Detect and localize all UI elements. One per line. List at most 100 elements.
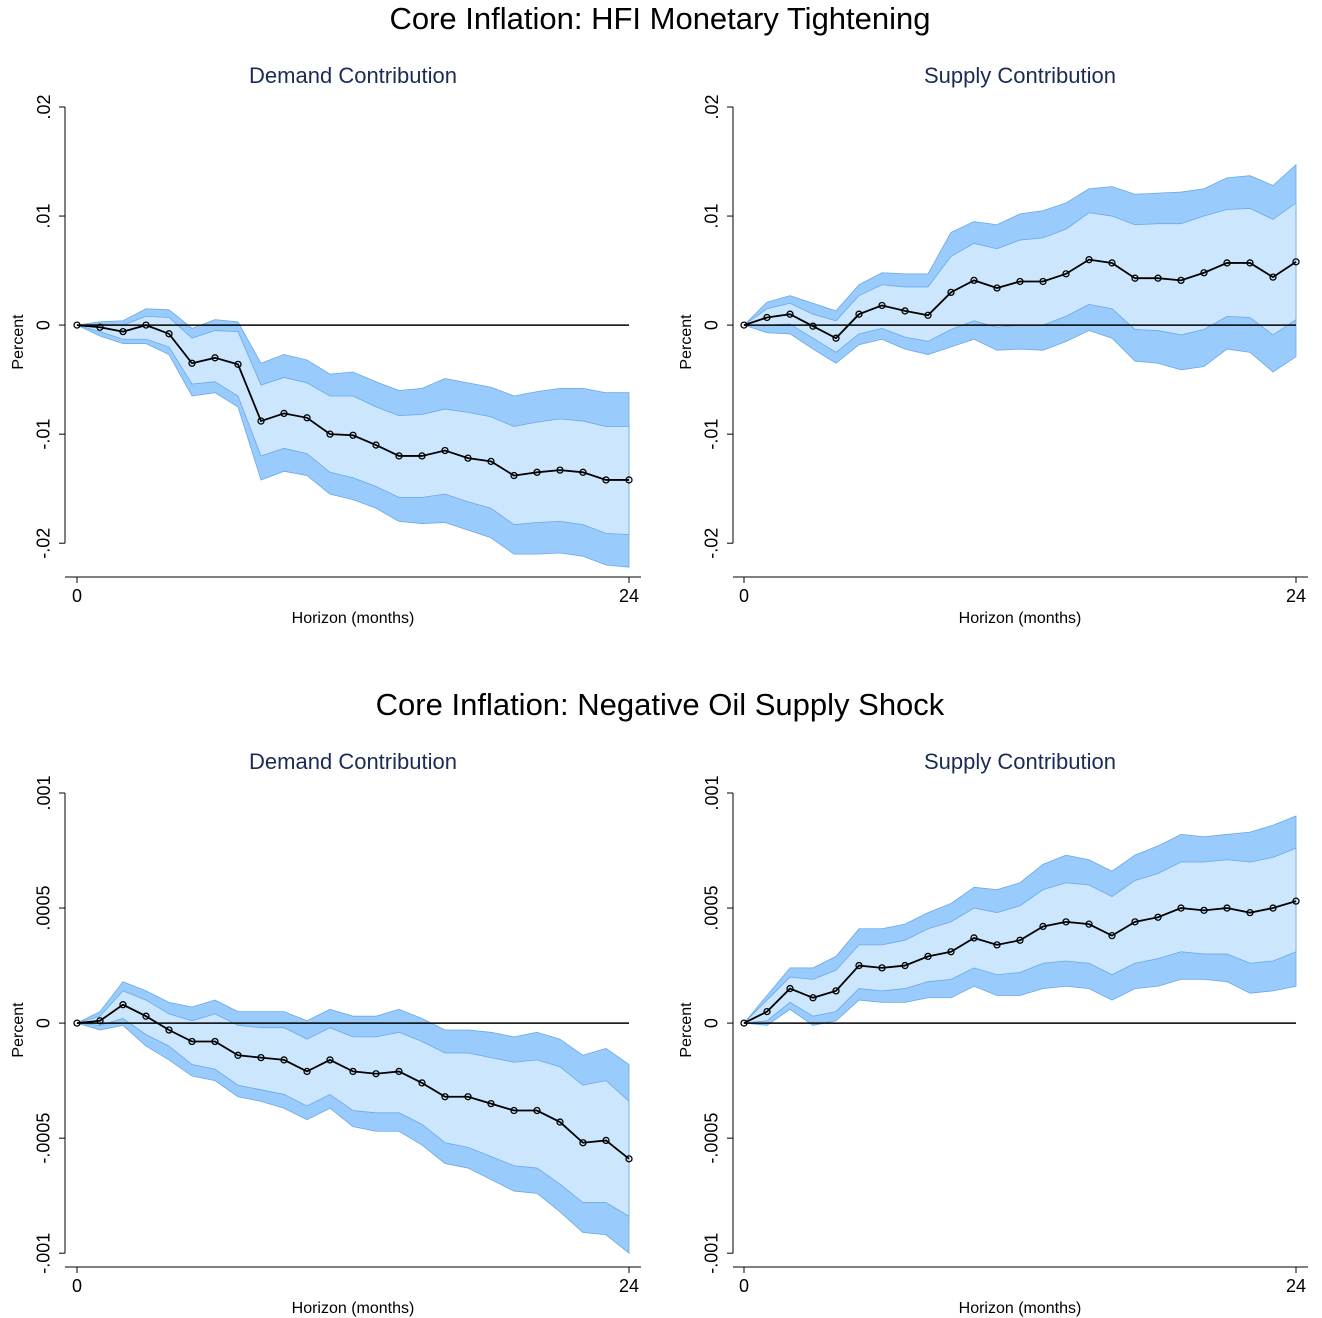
point-marker	[878, 301, 886, 310]
chart-title: Supply Contribution	[924, 63, 1116, 88]
point-marker	[96, 1017, 104, 1025]
point-marker	[418, 452, 426, 460]
point-marker	[73, 321, 81, 329]
point-marker	[1131, 918, 1139, 926]
y-axis-label: Percent	[678, 1002, 695, 1058]
x-tick-label: 0	[72, 586, 82, 606]
x-axis-label: Horizon (months)	[292, 610, 415, 627]
point-marker	[372, 1070, 380, 1078]
y-tick-label: 0	[702, 1018, 722, 1028]
point-marker	[165, 330, 173, 338]
y-tick-label: .01	[34, 204, 54, 229]
point-marker	[786, 310, 794, 318]
point-marker	[763, 313, 771, 322]
y-tick-label: .01	[702, 204, 722, 229]
point-marker	[142, 1012, 150, 1020]
point-marker	[1062, 918, 1070, 926]
point-marker	[326, 430, 334, 438]
point-marker	[1085, 256, 1093, 264]
point-marker	[1039, 922, 1047, 931]
point-marker	[349, 431, 357, 439]
point-marker	[96, 323, 104, 331]
point-marker	[993, 941, 1001, 949]
chart-title: Demand Contribution	[249, 63, 457, 88]
point-marker	[556, 1118, 564, 1126]
point-marker	[602, 476, 610, 484]
point-marker	[809, 994, 817, 1002]
point-marker	[832, 987, 840, 995]
point-marker	[1269, 273, 1277, 281]
point-marker	[740, 1019, 748, 1027]
point-marker	[1016, 277, 1024, 286]
point-marker	[303, 1067, 311, 1076]
point-marker	[763, 1007, 771, 1016]
point-marker	[970, 934, 978, 942]
x-tick-label: 24	[1286, 586, 1306, 606]
point-marker	[441, 1093, 449, 1101]
point-marker	[349, 1067, 357, 1076]
y-tick-label: .0005	[702, 886, 722, 931]
point-marker	[280, 1056, 288, 1064]
y-axis-label: Percent	[10, 314, 27, 370]
point-marker	[464, 454, 472, 462]
point-marker	[165, 1026, 173, 1034]
figure-heading: Core Inflation: Negative Oil Supply Shoc…	[376, 687, 945, 722]
point-marker	[1177, 276, 1185, 285]
point-marker	[1292, 897, 1300, 905]
point-marker	[1016, 936, 1024, 944]
point-marker	[1085, 920, 1093, 928]
y-tick-label: -.01	[702, 419, 722, 450]
y-tick-label: 0	[34, 1018, 54, 1028]
point-marker	[901, 961, 909, 970]
y-tick-label: .02	[34, 94, 54, 119]
point-marker	[533, 1106, 541, 1115]
point-marker	[395, 1067, 403, 1076]
point-marker	[1246, 259, 1254, 267]
point-marker	[441, 446, 449, 455]
y-tick-label: .02	[702, 94, 722, 119]
point-marker	[73, 1019, 81, 1027]
y-tick-label: -.02	[702, 528, 722, 559]
point-marker	[855, 961, 863, 970]
point-marker	[188, 1037, 196, 1046]
point-marker	[1039, 277, 1047, 286]
point-marker	[487, 457, 495, 466]
point-marker	[119, 1001, 127, 1009]
point-marker	[1223, 904, 1231, 912]
y-tick-label: .001	[702, 775, 722, 810]
line	[76, 1003, 630, 1160]
point-marker	[579, 468, 587, 476]
x-tick-label: 0	[739, 586, 749, 606]
x-axis-label: Horizon (months)	[959, 1300, 1082, 1317]
point-marker	[1108, 259, 1116, 267]
x-tick-label: 0	[72, 1276, 82, 1296]
point-marker	[303, 414, 311, 422]
point-marker	[579, 1139, 587, 1147]
y-tick-label: -.02	[34, 528, 54, 559]
point-marker	[326, 1056, 334, 1064]
line	[743, 900, 1297, 1024]
line	[76, 324, 629, 481]
chart-title: Supply Contribution	[924, 749, 1116, 774]
point-marker	[924, 952, 932, 961]
point-marker	[510, 1106, 518, 1115]
point-marker	[947, 948, 955, 956]
point-marker	[211, 1037, 219, 1046]
point-marker	[395, 452, 403, 460]
point-marker	[970, 276, 978, 285]
point-marker	[211, 354, 219, 362]
point-marker	[257, 417, 265, 425]
figure-heading: Core Inflation: HFI Monetary Tightening	[389, 1, 930, 36]
chart-title: Demand Contribution	[249, 749, 457, 774]
y-tick-label: -.0005	[702, 1113, 722, 1164]
x-tick-label: 24	[619, 1276, 639, 1296]
x-tick-label: 24	[619, 586, 639, 606]
point-marker	[1200, 269, 1208, 277]
point-marker	[740, 321, 748, 329]
line	[743, 258, 1297, 340]
y-tick-label: .0005	[34, 886, 54, 931]
point-marker	[878, 964, 886, 972]
point-marker	[786, 984, 794, 993]
point-marker	[1177, 904, 1185, 912]
point-marker	[188, 359, 196, 367]
